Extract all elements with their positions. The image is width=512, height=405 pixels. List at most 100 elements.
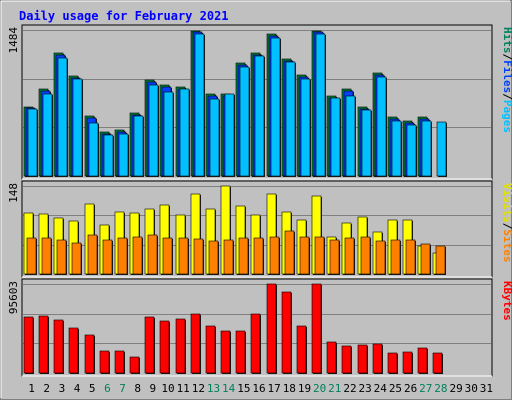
bar — [162, 237, 173, 275]
bar — [341, 345, 352, 374]
x-tick-label: 2 — [43, 382, 50, 395]
bar — [269, 236, 280, 275]
bar — [285, 61, 296, 177]
bar — [175, 318, 186, 374]
bar — [190, 313, 201, 374]
legend-entry: Sites — [501, 229, 512, 262]
bar — [144, 316, 155, 374]
x-tick-label: 14 — [222, 382, 236, 395]
x-tick-label: 23 — [359, 382, 372, 395]
panel-legend: KBytes — [501, 281, 512, 321]
x-tick-label: 4 — [74, 382, 81, 395]
panel-bottom: 95603 KBytes — [7, 278, 512, 377]
x-tick-label: 8 — [134, 382, 141, 395]
bar — [41, 237, 52, 275]
legend-entry: Visits — [501, 183, 512, 223]
bar — [344, 237, 355, 275]
bar — [238, 237, 249, 275]
bar — [296, 325, 307, 374]
bar — [391, 120, 402, 177]
bar — [253, 237, 264, 275]
x-tick-label: 1 — [28, 382, 35, 395]
legend-entry: Hits — [501, 27, 512, 54]
bar — [223, 239, 234, 275]
x-tick-label: 7 — [119, 382, 126, 395]
x-tick-label: 17 — [268, 382, 281, 395]
bar — [405, 239, 416, 275]
bar — [194, 33, 205, 177]
bar — [117, 237, 128, 275]
bar — [300, 78, 311, 177]
bar — [179, 88, 190, 177]
legend-entry: KBytes — [501, 281, 512, 321]
x-tick-label: 3 — [59, 382, 66, 395]
bar — [178, 237, 189, 275]
bar — [372, 343, 383, 374]
bar — [330, 97, 341, 177]
bar — [376, 76, 387, 177]
bar — [53, 319, 64, 374]
bar — [406, 124, 417, 177]
x-tick-label: 6 — [104, 382, 111, 395]
bar — [390, 239, 401, 275]
bar — [132, 236, 143, 275]
bar — [266, 283, 277, 374]
bar — [147, 234, 158, 275]
bar — [329, 239, 340, 275]
bar — [159, 320, 170, 374]
bar — [224, 93, 235, 177]
bar — [314, 236, 325, 275]
bar — [103, 134, 114, 177]
x-tick-label: 11 — [177, 382, 190, 395]
chart-title: Daily usage for February 2021 — [19, 9, 229, 23]
panel-max-label: 148 — [7, 183, 20, 203]
x-tick-label: 29 — [449, 382, 462, 395]
bar — [299, 236, 310, 275]
bar — [315, 33, 326, 177]
bar — [148, 84, 159, 177]
x-tick-label: 22 — [343, 382, 356, 395]
bar — [118, 133, 129, 177]
bar — [421, 120, 432, 177]
x-tick-label: 28 — [434, 382, 447, 395]
x-tick-label: 27 — [419, 382, 432, 395]
bar — [71, 242, 82, 275]
bar — [114, 350, 125, 374]
x-tick-label: 9 — [150, 382, 157, 395]
bar — [205, 325, 216, 374]
bar — [360, 236, 371, 275]
panel-legend: Visits/Sites — [501, 183, 512, 263]
bar — [250, 313, 261, 374]
bar — [375, 240, 386, 275]
series-kbytes — [23, 283, 443, 374]
x-tick-label: 21 — [328, 382, 341, 395]
bar — [99, 350, 110, 374]
bar — [208, 240, 219, 275]
bar — [72, 78, 83, 177]
bar — [235, 330, 246, 374]
x-tick-label: 12 — [192, 382, 205, 395]
bar — [84, 334, 95, 374]
legend-entry: Pages — [501, 100, 512, 133]
x-tick-label: 26 — [404, 382, 417, 395]
bar — [239, 66, 250, 177]
chart-panels: 1484 Hits/Files/Pages 148 Visits/Sites 95603… — [7, 24, 512, 377]
bar — [281, 291, 292, 374]
x-tick-label: 13 — [207, 382, 220, 395]
x-tick-label: 25 — [389, 382, 402, 395]
bar — [133, 115, 144, 177]
x-tick-label: 16 — [252, 382, 265, 395]
panel-middle: 148 Visits/Sites — [7, 180, 512, 278]
bar — [87, 234, 98, 275]
bar — [357, 344, 368, 374]
bar — [284, 230, 295, 275]
x-tick-label: 30 — [465, 382, 478, 395]
bar — [129, 356, 140, 374]
panel-max-label: 1484 — [7, 27, 20, 54]
bar — [270, 37, 281, 177]
panel-legend: Hits/Files/Pages — [501, 27, 512, 133]
legend-entry: Files — [501, 60, 512, 93]
x-tick-label: 24 — [374, 382, 388, 395]
bar — [56, 239, 67, 275]
